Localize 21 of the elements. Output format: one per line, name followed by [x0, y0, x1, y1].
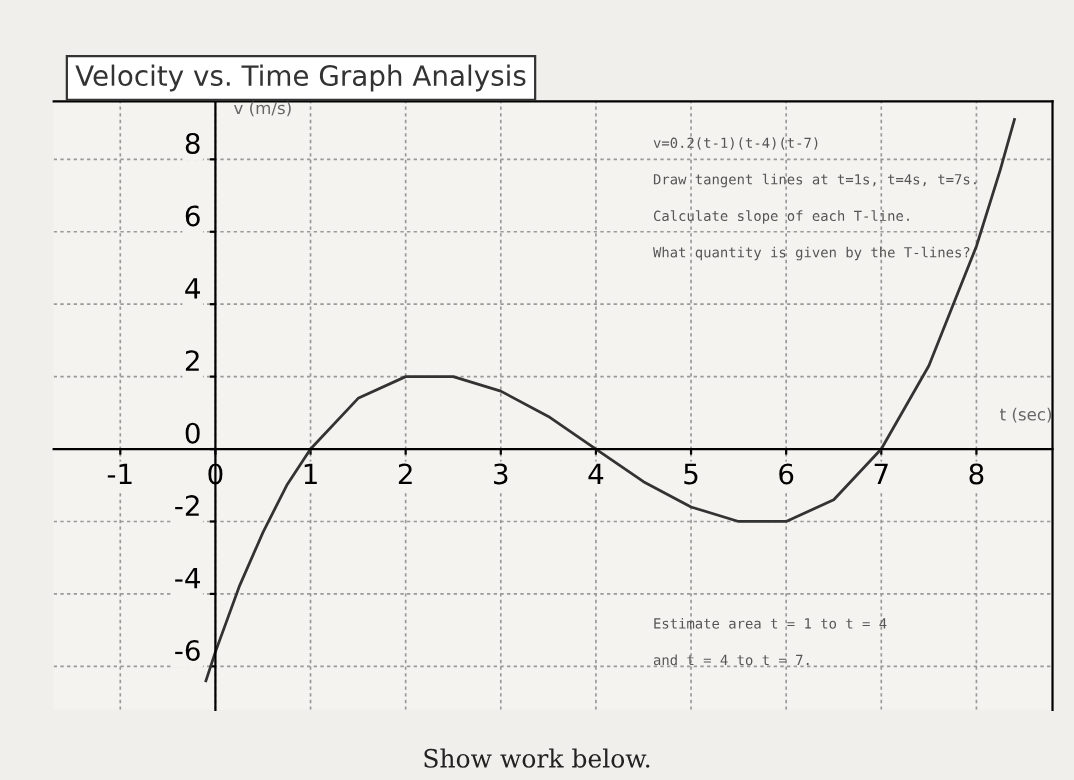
x-axis-title: t (sec) [1000, 407, 1052, 423]
y-tick-label: 2 [185, 350, 199, 371]
x-tick-label: 3 [494, 463, 508, 485]
y-tick-label: 6 [185, 205, 200, 227]
y-tick-label: -6 [175, 639, 200, 661]
x-tick-label: 7 [874, 463, 888, 485]
y-tick-label: -4 [175, 567, 200, 589]
x-tick-label: 6 [779, 463, 794, 485]
text: Show work below. [424, 748, 650, 768]
y-axis-title: v (m/s) [233, 101, 291, 117]
x-tick-label: 5 [684, 463, 698, 485]
y-tick-label: 4 [185, 278, 200, 299]
x-tick-label: 2 [398, 463, 412, 485]
y-tick-label: 0 [185, 422, 200, 444]
x-tick-label: -1 [107, 463, 132, 485]
chart-title: Velocity vs. Time Graph Analysis [75, 64, 526, 92]
x-tick-label: 8 [969, 463, 984, 485]
x-tick-label: 4 [588, 463, 604, 485]
x-tick-label: 1 [304, 463, 317, 485]
y-tick-label: 8 [185, 132, 200, 154]
y-tick-label: -2 [175, 495, 199, 516]
